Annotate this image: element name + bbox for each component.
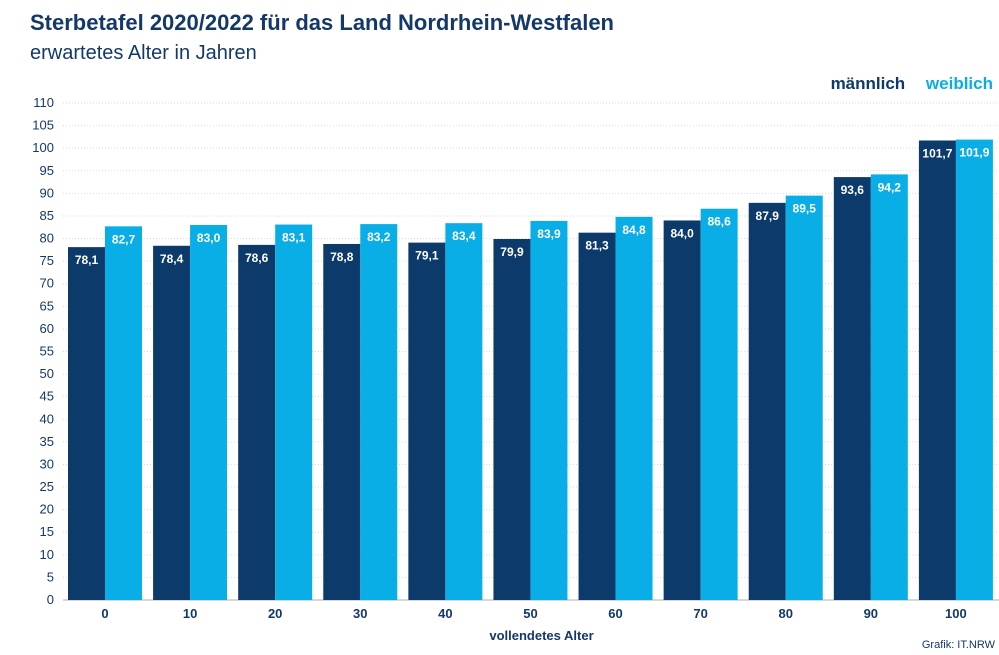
data-label-male: 79,1 xyxy=(415,249,439,263)
data-label-female: 101,9 xyxy=(959,146,989,160)
data-label-male: 81,3 xyxy=(585,239,609,253)
y-tick-label: 30 xyxy=(40,456,54,471)
bar-female xyxy=(870,174,908,600)
bar-male xyxy=(833,177,871,600)
data-label-female: 83,9 xyxy=(537,227,561,241)
bar-male xyxy=(748,202,786,601)
bar-male xyxy=(493,238,531,601)
y-tick-label: 50 xyxy=(40,366,54,381)
data-label-male: 78,8 xyxy=(330,250,354,264)
bar-female xyxy=(360,224,398,600)
y-tick-label: 15 xyxy=(40,524,54,539)
y-tick-label: 85 xyxy=(40,208,54,223)
data-label-female: 83,2 xyxy=(367,230,391,244)
y-tick-label: 105 xyxy=(32,118,54,133)
y-tick-label: 80 xyxy=(40,231,54,246)
data-label-male: 78,1 xyxy=(75,253,99,267)
bar-male xyxy=(918,140,956,600)
x-tick-label: 60 xyxy=(608,606,622,621)
x-tick-label: 100 xyxy=(945,606,967,621)
x-tick-label: 80 xyxy=(778,606,792,621)
data-label-male: 78,6 xyxy=(245,251,269,265)
bar-female xyxy=(785,195,823,600)
y-tick-label: 20 xyxy=(40,502,54,517)
data-label-female: 86,6 xyxy=(707,215,731,229)
bar-male xyxy=(153,245,191,601)
y-tick-label: 35 xyxy=(40,434,54,449)
x-tick-label: 70 xyxy=(693,606,707,621)
chart-title: Sterbetafel 2020/2022 für das Land Nordr… xyxy=(30,10,614,35)
y-tick-label: 0 xyxy=(47,592,54,607)
bar-male xyxy=(578,232,616,600)
data-label-female: 83,4 xyxy=(452,229,476,243)
data-label-female: 82,7 xyxy=(112,232,136,246)
legend: männlich weiblich xyxy=(815,74,993,94)
bar-female xyxy=(530,220,568,600)
data-label-male: 79,9 xyxy=(500,245,524,259)
bar-female xyxy=(105,226,142,600)
x-axis-title: vollendetes Alter xyxy=(489,628,593,643)
data-label-female: 83,0 xyxy=(197,231,221,245)
bar-male xyxy=(323,243,361,600)
y-tick-label: 60 xyxy=(40,321,54,336)
data-label-female: 83,1 xyxy=(282,231,306,245)
bar-male xyxy=(68,247,105,600)
bar-female xyxy=(445,223,483,600)
data-label-female: 94,2 xyxy=(878,180,902,194)
y-tick-label: 95 xyxy=(40,163,54,178)
y-tick-label: 5 xyxy=(47,569,54,584)
bar-female xyxy=(190,224,228,600)
y-tick-label: 90 xyxy=(40,185,54,200)
bar-female xyxy=(275,224,313,600)
data-label-male: 93,6 xyxy=(841,183,865,197)
y-tick-label: 45 xyxy=(40,389,54,404)
bar-male xyxy=(663,220,701,601)
legend-male: männlich xyxy=(830,74,906,93)
data-label-male: 84,0 xyxy=(670,226,694,240)
y-tick-label: 70 xyxy=(40,276,54,291)
data-label-female: 89,5 xyxy=(793,202,817,216)
bar-female xyxy=(955,139,993,600)
y-tick-label: 55 xyxy=(40,344,54,359)
y-tick-label: 65 xyxy=(40,298,54,313)
y-tick-label: 110 xyxy=(33,95,54,110)
y-tick-label: 100 xyxy=(32,140,54,155)
x-tick-label: 0 xyxy=(101,606,108,621)
chart-subtitle: erwartetes Alter in Jahren xyxy=(30,42,257,64)
data-label-male: 87,9 xyxy=(756,209,780,223)
y-tick-label: 75 xyxy=(40,253,54,268)
data-label-male: 78,4 xyxy=(160,252,184,266)
y-tick-label: 10 xyxy=(40,547,54,562)
data-label-male: 101,7 xyxy=(922,147,952,161)
x-tick-label: 20 xyxy=(268,606,282,621)
source-credit: Grafik: IT.NRW xyxy=(921,639,995,651)
bar-female xyxy=(700,208,738,600)
x-tick-label: 50 xyxy=(523,606,537,621)
y-tick-label: 40 xyxy=(40,411,54,426)
y-tick-label: 25 xyxy=(40,479,54,494)
data-label-female: 84,8 xyxy=(622,223,646,237)
x-tick-label: 40 xyxy=(438,606,452,621)
bar-male xyxy=(238,244,276,600)
x-tick-label: 10 xyxy=(183,606,197,621)
x-tick-label: 90 xyxy=(864,606,878,621)
legend-female: weiblich xyxy=(925,74,993,93)
bar-female xyxy=(615,216,653,600)
x-tick-label: 30 xyxy=(353,606,367,621)
bar-male xyxy=(408,242,446,600)
